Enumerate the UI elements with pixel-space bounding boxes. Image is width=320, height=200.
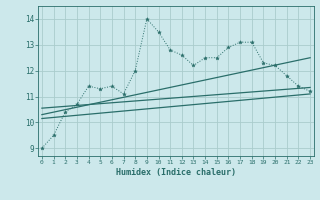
X-axis label: Humidex (Indice chaleur): Humidex (Indice chaleur) [116, 168, 236, 177]
